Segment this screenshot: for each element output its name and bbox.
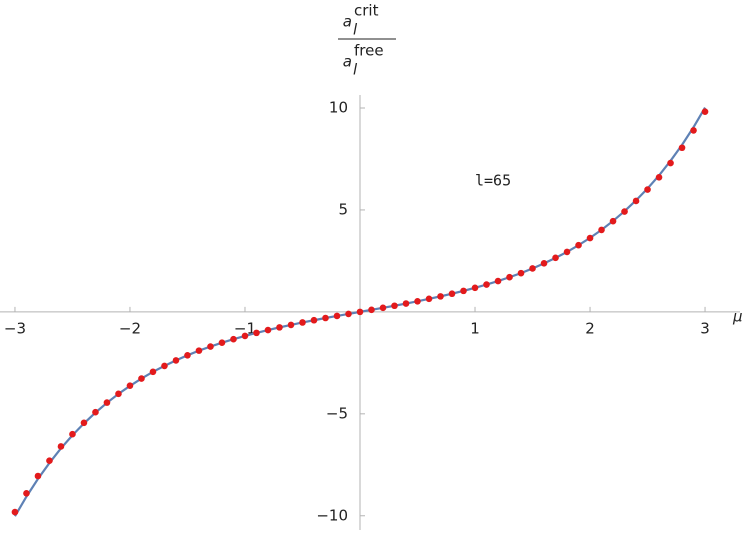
x-tick-label: −2	[119, 319, 141, 337]
data-point	[667, 159, 674, 167]
y-tick-label: 10	[329, 98, 348, 116]
data-point	[609, 217, 617, 225]
y-label-den-sup: free	[354, 42, 384, 60]
data-point	[414, 297, 421, 305]
data-point	[80, 419, 88, 427]
data-point	[149, 368, 157, 376]
data-point	[460, 287, 467, 295]
data-point	[299, 319, 306, 326]
data-point	[575, 241, 582, 249]
data-point	[402, 300, 410, 307]
data-point	[437, 293, 444, 300]
x-tick-label: −1	[234, 319, 256, 337]
data-point	[207, 343, 214, 350]
y-label-den-sub: l	[353, 61, 358, 79]
y-label-num-sup: crit	[354, 2, 379, 20]
data-point	[563, 248, 571, 256]
data-point	[621, 208, 628, 215]
data-point	[103, 399, 111, 406]
data-point	[425, 295, 433, 303]
x-tick-label: 3	[700, 319, 710, 337]
data-point	[598, 226, 605, 234]
data-point	[241, 332, 249, 340]
data-point	[287, 321, 295, 329]
x-tick-label: −3	[4, 319, 26, 337]
data-point	[494, 277, 502, 285]
data-point	[529, 265, 536, 272]
data-point	[356, 308, 364, 316]
y-axis-label: a l crit a l free	[338, 2, 396, 79]
data-point	[471, 284, 479, 292]
data-point	[11, 508, 19, 516]
data-point	[678, 144, 686, 152]
data-point	[161, 362, 168, 370]
data-point	[552, 254, 559, 262]
data-point	[644, 186, 651, 193]
data-point	[195, 347, 203, 354]
data-point	[34, 472, 42, 480]
data-point	[483, 281, 490, 288]
data-point	[126, 382, 134, 389]
y-label-num-sub: l	[353, 21, 358, 39]
annotation: l=65	[475, 172, 511, 190]
y-tick-label: −5	[326, 404, 348, 422]
data-point	[322, 314, 329, 322]
data-point	[690, 127, 697, 134]
data-point	[586, 234, 594, 242]
data-point	[172, 357, 180, 364]
data-point	[276, 324, 283, 331]
data-point	[218, 339, 226, 346]
data-point	[345, 310, 352, 318]
data-point	[517, 269, 525, 277]
data-point	[632, 197, 640, 205]
data-point	[92, 408, 99, 416]
data-point	[23, 490, 30, 497]
data-point	[391, 302, 398, 310]
data-point	[368, 306, 375, 314]
x-axis-label: μ	[732, 308, 743, 326]
data-point	[506, 273, 513, 281]
data-point	[448, 290, 456, 298]
x-tick-label: 2	[585, 319, 595, 337]
data-point	[264, 326, 272, 334]
data-point	[540, 260, 548, 267]
x-tick-label: 1	[470, 319, 480, 337]
data-point	[379, 304, 387, 312]
data-point	[115, 390, 122, 398]
y-tick-label: 5	[338, 200, 348, 218]
data-point	[333, 312, 341, 320]
data-point	[230, 335, 237, 343]
data-point	[57, 443, 65, 450]
data-point	[69, 430, 76, 438]
data-point	[310, 316, 318, 324]
data-point	[701, 108, 709, 115]
y-label-den-base: a	[343, 53, 352, 71]
data-point	[138, 375, 145, 382]
data-point	[655, 174, 663, 181]
data-point	[253, 329, 260, 337]
plot: −3 −2 −1 1 2 3 −10 −5 5 10	[0, 95, 740, 530]
y-label-num-base: a	[343, 13, 352, 31]
data-point	[184, 352, 191, 359]
data-point	[46, 457, 53, 465]
y-tick-label: −10	[316, 506, 348, 524]
